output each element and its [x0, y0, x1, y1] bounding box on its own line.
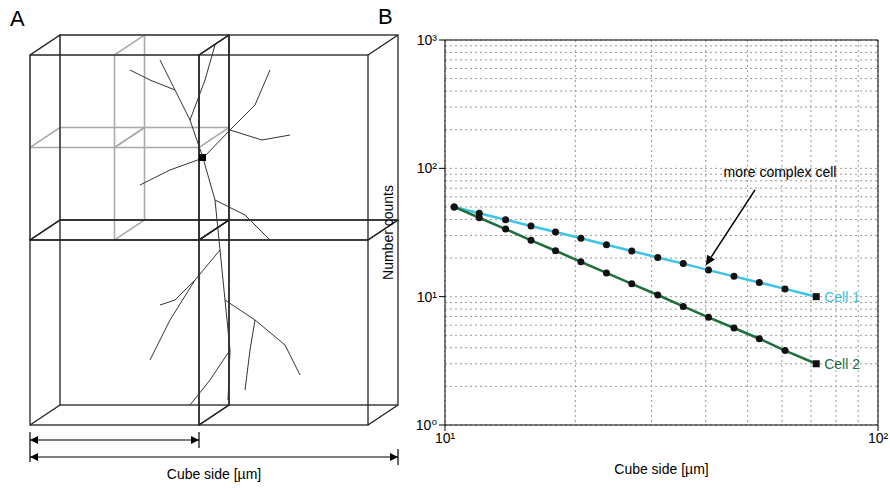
svg-text:Cell 2: Cell 2 — [824, 356, 860, 372]
svg-text:Cell 1: Cell 1 — [824, 289, 860, 305]
svg-text:Cube side [µm]: Cube side [µm] — [167, 466, 261, 482]
svg-text:Number counts: Number counts — [380, 185, 396, 280]
svg-text:more complex cell: more complex cell — [724, 164, 837, 180]
svg-text:10¹: 10¹ — [435, 430, 456, 446]
svg-text:Cube side [µm]: Cube side [µm] — [614, 461, 708, 477]
svg-text:10³: 10³ — [417, 32, 438, 48]
svg-text:10¹: 10¹ — [417, 289, 438, 305]
svg-text:A: A — [10, 6, 25, 31]
svg-text:10²: 10² — [417, 160, 438, 176]
svg-text:10⁰: 10⁰ — [416, 417, 438, 433]
svg-text:10²: 10² — [868, 430, 889, 446]
html-text:B: B — [378, 4, 393, 29]
